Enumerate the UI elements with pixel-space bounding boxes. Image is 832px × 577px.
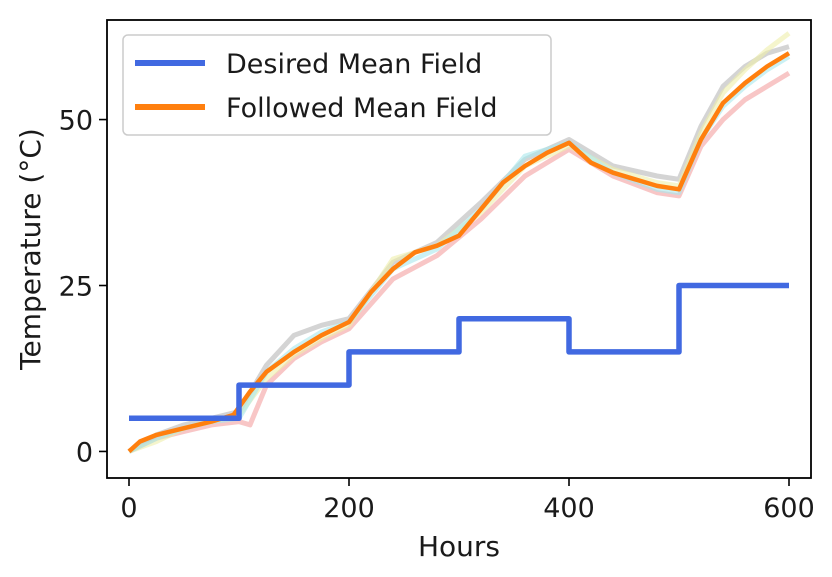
desired-mean-field-line <box>129 282 789 422</box>
x-tick-label: 0 <box>120 493 137 524</box>
x-tick-label: 200 <box>323 493 375 524</box>
x-tick-label: 600 <box>763 493 815 524</box>
followed-mean-field-line <box>127 51 791 454</box>
plot-frame <box>106 19 812 479</box>
x-axis-label: Hours <box>418 530 500 563</box>
legend-label-desired: Desired Mean Field <box>226 49 482 80</box>
y-axis-label: Temperature (°C) <box>14 128 47 371</box>
y-tick-label: 0 <box>76 437 93 468</box>
background-trace-1 <box>127 70 791 454</box>
y-axis-ticks: 0 25 50 <box>59 106 107 468</box>
y-tick-label: 50 <box>59 106 93 137</box>
legend: Desired Mean Field Followed Mean Field <box>122 34 552 136</box>
background-trace-2 <box>127 44 790 454</box>
legend-box <box>122 34 552 136</box>
x-tick-label: 400 <box>543 493 595 524</box>
series-lines <box>127 51 791 454</box>
legend-label-followed: Followed Mean Field <box>226 93 498 124</box>
y-tick-label: 25 <box>59 272 93 303</box>
x-axis-ticks: 0 200 400 600 <box>120 478 815 524</box>
